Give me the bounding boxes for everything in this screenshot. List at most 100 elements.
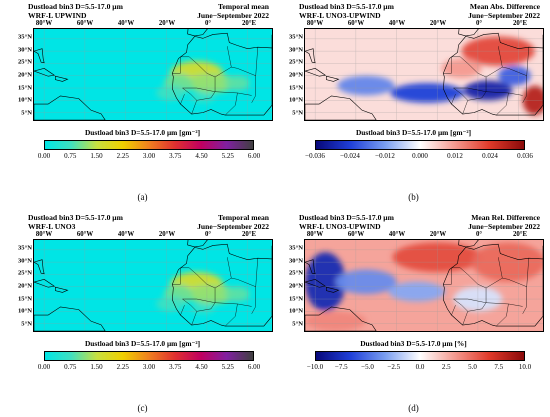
colorbar-tick-label: 4.50 bbox=[195, 152, 208, 160]
panel-period: June−September 2022 bbox=[468, 11, 540, 20]
border bbox=[443, 56, 461, 74]
lon-label: 0° bbox=[204, 20, 212, 27]
coastline bbox=[34, 306, 106, 331]
coastline bbox=[34, 48, 45, 64]
lon-label: 20°E bbox=[241, 20, 257, 27]
country-borders bbox=[172, 257, 258, 327]
coastline bbox=[34, 259, 45, 275]
border bbox=[451, 94, 456, 105]
field-hotspot bbox=[441, 58, 482, 79]
coastline bbox=[305, 68, 327, 77]
longitude-labels: 80°W 60°W 40°W 20°W 0° 20°E bbox=[281, 231, 546, 239]
panel-caption: (d) bbox=[408, 403, 419, 413]
lon-label: 60°W bbox=[347, 20, 365, 27]
lat-label: 35°N bbox=[289, 33, 303, 41]
field-hotspot bbox=[156, 296, 185, 312]
colorbar-tick-label: 2.25 bbox=[116, 363, 129, 371]
colorbar-tick-label: 1.50 bbox=[90, 152, 103, 160]
coastline bbox=[172, 32, 272, 116]
coastline bbox=[458, 240, 479, 248]
colorbar-tick-label: −10.0 bbox=[306, 363, 324, 371]
lon-label: 20°W bbox=[429, 20, 447, 27]
colorbar bbox=[315, 140, 525, 150]
heatmap-canvas bbox=[305, 29, 543, 120]
colorbar-tick-label: 3.00 bbox=[142, 152, 156, 160]
lon-label: 20°E bbox=[512, 231, 528, 238]
border bbox=[255, 258, 258, 287]
lon-label: 20°W bbox=[158, 20, 176, 27]
lat-label: 5°N bbox=[292, 109, 303, 117]
colorbar-tick-label: 1.50 bbox=[90, 363, 103, 371]
colorbar-tick-label: 2.25 bbox=[116, 152, 129, 160]
lat-label: 25°N bbox=[18, 58, 32, 66]
panel-title: Dustload bin3 D=5.5-17.0 μm bbox=[28, 213, 123, 222]
panel-title: Dustload bin3 D=5.5-17.0 μm bbox=[28, 2, 123, 11]
map-heatmap bbox=[33, 239, 273, 332]
lon-label: 20°E bbox=[241, 231, 257, 238]
coastline bbox=[34, 95, 106, 120]
field-hotspot bbox=[337, 75, 395, 96]
colorbar-tick-label: 2.5 bbox=[441, 363, 451, 371]
coastline bbox=[305, 48, 316, 64]
border bbox=[191, 311, 197, 326]
longitude-labels: 80°W 60°W 40°W 20°W 0° 20°E bbox=[10, 231, 275, 239]
lon-label: 60°W bbox=[76, 231, 94, 238]
lat-label: 20°N bbox=[289, 282, 303, 290]
lon-label: 60°W bbox=[347, 231, 365, 238]
panel-statistic: Temporal mean bbox=[218, 2, 269, 11]
border bbox=[526, 258, 529, 287]
lon-label: 40°W bbox=[388, 231, 406, 238]
country-borders bbox=[443, 46, 529, 116]
panel-d: Dustload bin3 D=5.5-17.0 μm WRF-L UNO3-U… bbox=[281, 212, 546, 417]
panel-period: June−September 2022 bbox=[197, 222, 269, 231]
border bbox=[172, 56, 190, 74]
lon-label: 40°W bbox=[388, 20, 406, 27]
lon-label: 40°W bbox=[117, 231, 135, 238]
border bbox=[496, 303, 509, 327]
lon-label: 80°W bbox=[306, 20, 324, 27]
panel-statistic: Mean Rel. Difference bbox=[471, 213, 540, 222]
lat-label: 10°N bbox=[18, 96, 32, 104]
colorbar-tick-label: −0.012 bbox=[375, 152, 395, 160]
latitude-labels: 35°N 30°N 25°N 20°N 15°N 10°N 5°N bbox=[10, 239, 32, 332]
lon-label: 40°W bbox=[117, 20, 135, 27]
lat-label: 10°N bbox=[289, 307, 303, 315]
country-borders bbox=[443, 257, 529, 327]
heatmap-canvas bbox=[34, 29, 272, 120]
border bbox=[182, 76, 216, 101]
lon-label: 20°W bbox=[429, 231, 447, 238]
lat-label: 35°N bbox=[18, 33, 32, 41]
colorbar-tick-label: 4.50 bbox=[195, 363, 208, 371]
coastline bbox=[305, 279, 327, 288]
colorbar-tick-label: −7.5 bbox=[334, 363, 348, 371]
map-heatmap bbox=[304, 28, 544, 121]
lon-label: 20°E bbox=[512, 20, 528, 27]
colorbar-tick-label: 10.0 bbox=[518, 363, 532, 371]
country-borders bbox=[172, 46, 258, 116]
latitude-labels: 35°N 30°N 25°N 20°N 15°N 10°N 5°N bbox=[281, 239, 303, 332]
lon-label: 80°W bbox=[35, 231, 53, 238]
lat-label: 20°N bbox=[18, 71, 32, 79]
coastline bbox=[187, 240, 208, 248]
border bbox=[172, 267, 190, 285]
colorbar-tick-label: 6.00 bbox=[247, 363, 261, 371]
colorbar-ticks: 0.00 0.75 1.50 2.25 3.00 3.75 4.50 5.25 6.00 bbox=[38, 363, 260, 372]
colorbar-title: Dustload bin3 D=5.5-17.0 μm [gm⁻²] bbox=[84, 339, 201, 348]
coastlines bbox=[34, 29, 272, 120]
coastline bbox=[443, 32, 543, 116]
coastline bbox=[55, 286, 69, 293]
panel-caption: (a) bbox=[137, 192, 148, 202]
lat-label: 35°N bbox=[289, 244, 303, 252]
colorbar-tick-label: 0.75 bbox=[64, 152, 77, 160]
colorbar-tick-label: 7.5 bbox=[494, 363, 504, 371]
panel-model: WRF-L UPWIND bbox=[28, 11, 87, 20]
lat-label: 10°N bbox=[18, 307, 32, 315]
colorbar-tick-label: −2.5 bbox=[387, 363, 401, 371]
lat-label: 15°N bbox=[18, 84, 32, 92]
colorbar-title: Dustload bin3 D=5.5-17.0 μm [%] bbox=[360, 339, 467, 348]
lon-label: 0° bbox=[475, 20, 483, 27]
coastline bbox=[326, 286, 340, 293]
border bbox=[462, 100, 468, 115]
lat-label: 5°N bbox=[292, 320, 303, 328]
coastline bbox=[34, 68, 56, 77]
